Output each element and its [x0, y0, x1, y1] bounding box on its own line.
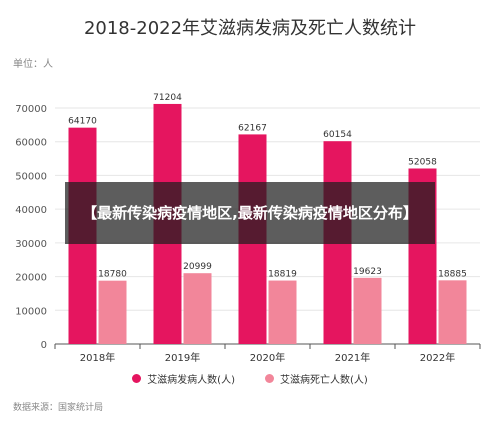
- bar-deaths: [353, 277, 382, 344]
- data-source: 数据来源：国家统计局: [13, 403, 104, 413]
- banner-text: 【最新传染病疫情地区,最新传染病疫情地区分布】: [82, 204, 418, 222]
- y-tick-label: 70000: [15, 104, 47, 115]
- legend-label-series2: 艾滋病死亡人数(人): [280, 375, 368, 386]
- data-label: 20999: [183, 262, 212, 272]
- data-label: 60154: [323, 130, 352, 140]
- x-tick-label: 2019年: [165, 351, 200, 364]
- data-label: 18885: [438, 269, 467, 279]
- overlay-banner: 【最新传染病疫情地区,最新传染病疫情地区分布】: [65, 182, 435, 244]
- y-tick-label: 40000: [15, 205, 47, 216]
- data-label: 18819: [268, 270, 297, 280]
- y-tick-label: 10000: [15, 306, 47, 317]
- data-label: 62167: [238, 123, 267, 133]
- y-tick-label: 20000: [15, 273, 47, 284]
- y-tick-label: 60000: [15, 138, 47, 149]
- legend-swatch-series2: [265, 374, 274, 383]
- y-tick-label: 30000: [15, 239, 47, 250]
- bar-deaths: [438, 280, 467, 344]
- data-label: 71204: [153, 93, 182, 103]
- legend-item-series2: 艾滋病死亡人数(人): [265, 371, 368, 386]
- bar-deaths: [183, 273, 212, 344]
- y-tick-label: 50000: [15, 171, 47, 182]
- data-label: 52058: [408, 157, 437, 167]
- y-tick-label: 0: [41, 340, 47, 351]
- bar-deaths: [98, 280, 127, 344]
- legend-swatch-series1: [132, 374, 142, 383]
- legend: 艾滋病发病人数(人) 艾滋病死亡人数(人): [0, 371, 500, 386]
- data-label: 64170: [68, 117, 97, 127]
- unit-label: 单位：人: [13, 59, 53, 70]
- x-tick-label: 2018年: [80, 351, 115, 364]
- bar-deaths: [268, 280, 297, 344]
- data-label: 18780: [98, 270, 127, 280]
- legend-item-series1: 艾滋病发病人数(人): [132, 371, 235, 386]
- x-tick-label: 2022年: [420, 351, 455, 364]
- legend-label-series1: 艾滋病发病人数(人): [147, 375, 235, 386]
- x-tick-label: 2020年: [250, 351, 285, 364]
- data-label: 19623: [353, 267, 382, 277]
- x-tick-label: 2021年: [335, 351, 370, 364]
- chart-title: 2018-2022年艾滋病发病及死亡人数统计: [83, 18, 417, 39]
